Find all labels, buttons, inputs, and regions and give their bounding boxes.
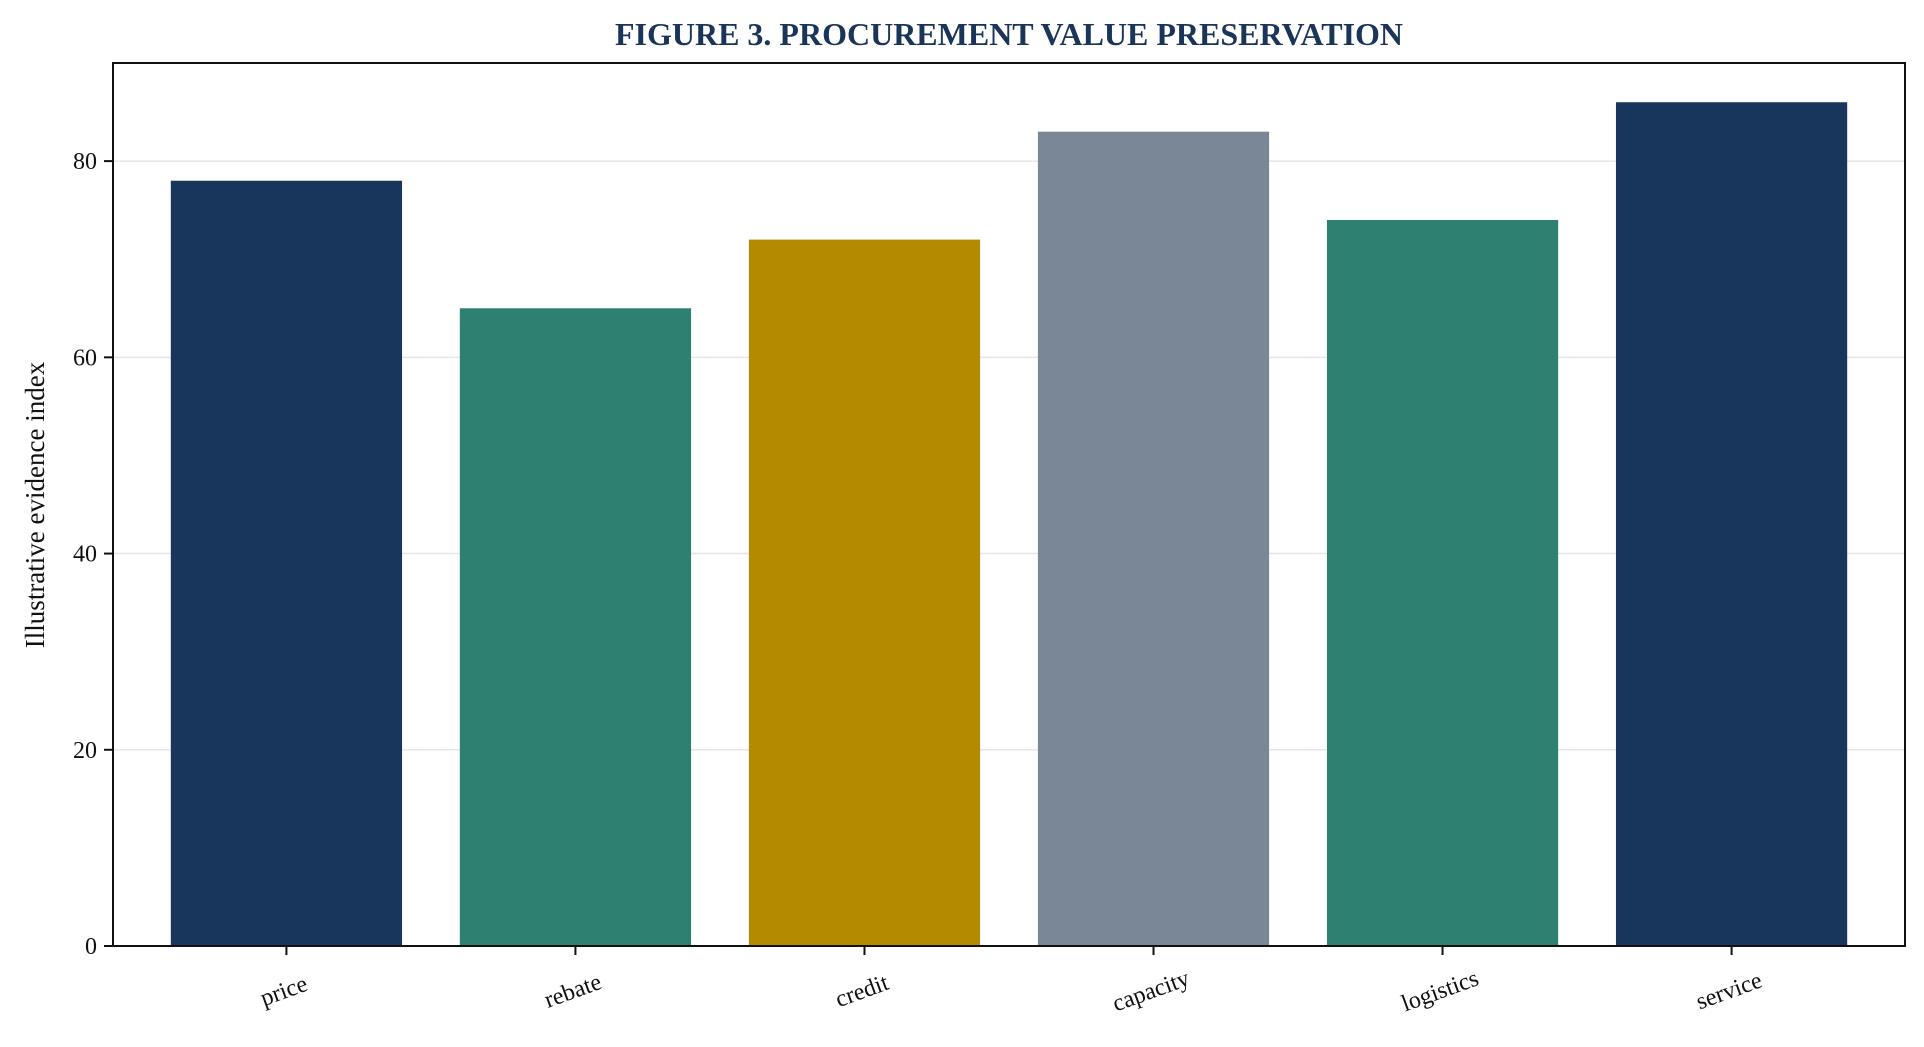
bar-rebate bbox=[459, 308, 692, 946]
x-tick-label-rebate: rebate bbox=[541, 969, 605, 1013]
y-tick-label: 40 bbox=[73, 542, 97, 568]
plot-frame bbox=[112, 62, 1906, 947]
x-tick-label-credit: credit bbox=[832, 970, 893, 1013]
bar-capacity bbox=[1037, 131, 1270, 946]
x-tick-label-capacity: capacity bbox=[1109, 966, 1193, 1018]
y-tick-label: 20 bbox=[73, 738, 97, 764]
bars bbox=[170, 102, 1848, 947]
y-tick-label: 80 bbox=[73, 149, 97, 175]
y-tick-label: 0 bbox=[85, 934, 97, 960]
bar-price bbox=[170, 180, 403, 946]
bar-credit bbox=[748, 239, 981, 947]
y-axis-label: Illustrative evidence index bbox=[20, 361, 50, 648]
bar-service bbox=[1615, 102, 1848, 946]
gridlines bbox=[113, 160, 1905, 751]
x-tick-label-logistics: logistics bbox=[1398, 966, 1482, 1018]
chart-title: FIGURE 3. PROCUREMENT VALUE PRESERVATION bbox=[615, 16, 1403, 52]
y-tick-label: 60 bbox=[73, 345, 97, 371]
x-tick-label-service: service bbox=[1693, 968, 1766, 1016]
x-axis-ticks: price rebate credit capacity logistics servic… bbox=[257, 946, 1766, 1017]
x-tick-label-price: price bbox=[257, 971, 311, 1012]
y-axis-ticks: 0 20 40 60 80 bbox=[73, 149, 113, 960]
bar-logistics bbox=[1326, 219, 1559, 946]
